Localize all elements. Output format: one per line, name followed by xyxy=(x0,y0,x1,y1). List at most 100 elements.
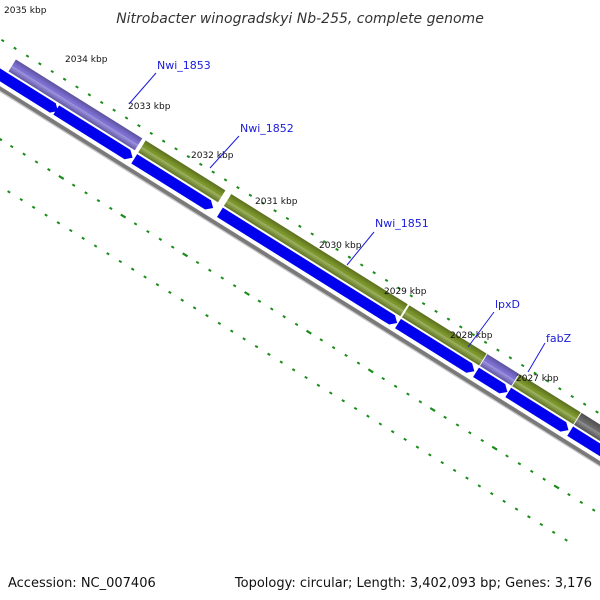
tick-mark xyxy=(553,484,560,490)
tick-mark xyxy=(146,229,150,234)
tick-mark xyxy=(180,298,185,302)
gene-label-nwi-1851[interactable]: Nwi_1851 xyxy=(375,217,429,230)
tick-mark xyxy=(50,69,55,74)
tick-mark xyxy=(384,278,389,283)
tick-mark xyxy=(124,116,129,120)
tick-mark xyxy=(81,236,85,240)
tick-mark xyxy=(71,183,76,187)
tick-mark xyxy=(468,431,472,435)
kbp-label: 2032 kbp xyxy=(191,151,234,161)
gene-leader-line xyxy=(209,135,240,169)
tick-mark xyxy=(517,462,522,466)
tick-mark xyxy=(545,379,550,383)
tick-mark xyxy=(257,299,262,303)
gene-label-nwi-1853[interactable]: Nwi_1853 xyxy=(157,59,211,72)
tick-mark xyxy=(195,260,200,265)
tick-mark xyxy=(328,391,333,395)
tick-mark xyxy=(418,400,423,404)
tick-mark xyxy=(84,191,88,195)
tick-mark xyxy=(62,77,67,81)
kbp-label: 2028 kbp xyxy=(450,331,493,341)
tick-mark xyxy=(359,263,364,267)
tick-mark xyxy=(236,185,240,190)
map-title: Nitrobacter winogradskyi Nb-255, complet… xyxy=(116,11,484,27)
tick-mark xyxy=(570,394,575,399)
tick-mark xyxy=(477,484,482,488)
cds-arrow[interactable] xyxy=(473,367,510,397)
tick-mark xyxy=(595,410,599,414)
tick-mark xyxy=(75,85,79,89)
tick-mark xyxy=(168,290,172,295)
cds-arrow[interactable] xyxy=(567,426,600,463)
tick-mark xyxy=(155,283,160,287)
tick-mark xyxy=(316,383,321,387)
tick-mark xyxy=(68,228,73,233)
tick-mark xyxy=(205,314,209,318)
cds-arrow[interactable] xyxy=(0,62,61,116)
tick-mark xyxy=(285,216,290,221)
tick-mark xyxy=(356,361,361,365)
tick-mark xyxy=(502,499,506,503)
gene-label-fabz[interactable]: fabZ xyxy=(546,332,572,345)
tick-marks xyxy=(0,38,599,542)
tick-mark xyxy=(44,213,48,217)
tick-mark xyxy=(496,348,500,352)
kbp-label: 2031 kbp xyxy=(255,197,298,207)
tick-mark xyxy=(564,538,568,542)
tick-mark xyxy=(161,139,166,143)
tick-mark xyxy=(367,368,374,374)
tick-mark xyxy=(220,276,225,280)
tick-mark xyxy=(471,332,476,337)
tick-mark xyxy=(539,522,544,527)
tick-mark xyxy=(242,337,246,341)
tick-mark xyxy=(428,453,432,457)
tick-mark xyxy=(381,376,386,381)
cds-arrow[interactable] xyxy=(395,318,477,376)
cds-arrow[interactable] xyxy=(505,387,571,435)
tick-mark xyxy=(390,430,395,434)
tick-mark xyxy=(483,340,488,344)
tick-mark xyxy=(182,252,189,258)
tick-mark xyxy=(542,477,546,481)
tick-mark xyxy=(13,46,17,50)
tick-mark xyxy=(393,384,398,388)
tick-mark xyxy=(38,62,42,66)
cds-arrow[interactable] xyxy=(217,207,400,328)
tick-mark xyxy=(579,500,584,505)
tick-mark xyxy=(335,247,339,252)
cds-arrow[interactable] xyxy=(53,105,135,162)
tick-mark xyxy=(366,414,370,418)
cds-arrow[interactable] xyxy=(131,154,216,213)
tick-mark xyxy=(273,209,277,213)
tick-mark xyxy=(149,131,154,136)
tick-mark xyxy=(322,240,327,244)
tick-mark xyxy=(143,275,147,279)
tick-mark xyxy=(186,155,191,159)
tick-mark xyxy=(133,222,138,226)
tick-mark xyxy=(9,144,14,149)
tick-mark xyxy=(533,371,537,375)
gene-row xyxy=(8,59,600,452)
tick-mark xyxy=(310,232,315,236)
kbp-label: 2030 kbp xyxy=(319,241,362,251)
kbp-label: 2033 kbp xyxy=(128,102,171,112)
gene-label-lpxd[interactable]: lpxD xyxy=(495,298,520,311)
tick-mark xyxy=(294,322,299,327)
kbp-label: 2027 kbp xyxy=(516,374,559,384)
tick-mark xyxy=(87,93,92,97)
tick-mark xyxy=(170,245,175,249)
tick-mark xyxy=(341,399,345,403)
tick-mark xyxy=(267,352,271,356)
genome-summary-text: Topology: circular; Length: 3,402,093 bp… xyxy=(234,576,592,591)
tick-mark xyxy=(520,363,525,368)
tick-mark xyxy=(58,174,65,180)
backbone-line xyxy=(0,46,600,469)
tick-mark xyxy=(174,147,178,151)
tick-mark xyxy=(244,291,250,296)
tick-mark xyxy=(429,407,436,413)
gene-label-nwi-1852[interactable]: Nwi_1852 xyxy=(240,122,294,135)
tick-mark xyxy=(7,190,11,194)
tick-mark xyxy=(344,353,348,358)
tick-mark xyxy=(282,315,286,319)
